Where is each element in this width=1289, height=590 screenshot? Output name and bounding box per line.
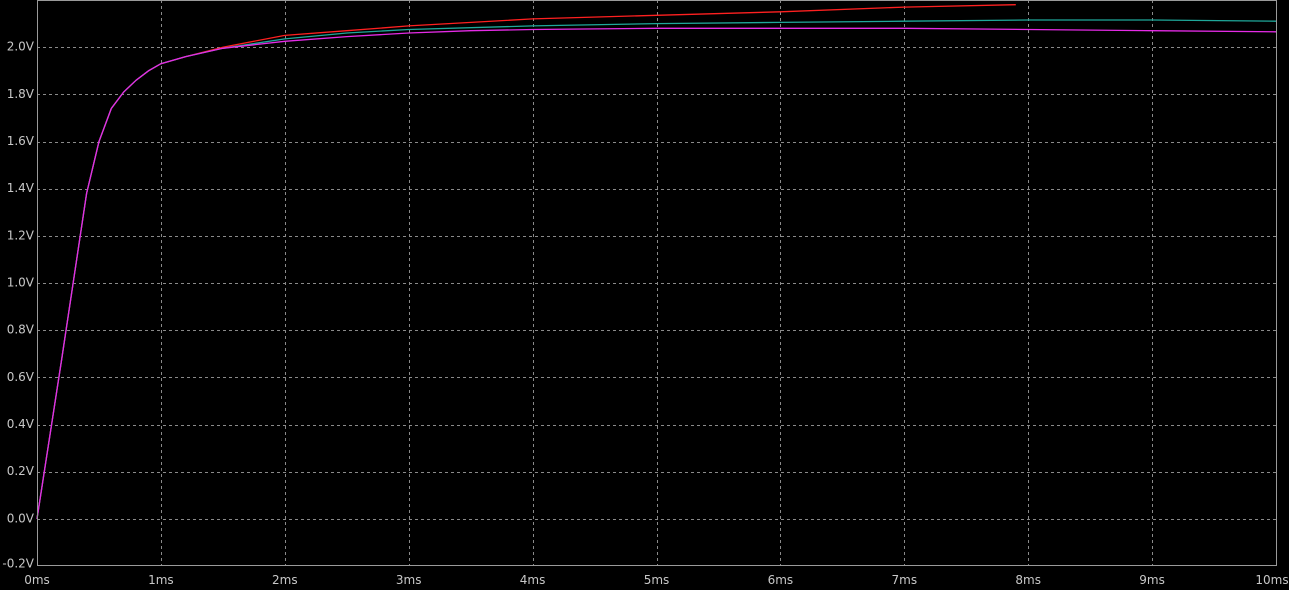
y-tick-label: 1.2V <box>7 228 35 242</box>
x-tick-label: 7ms <box>892 573 918 587</box>
y-tick-label: -0.2V <box>2 557 34 571</box>
grid-layer <box>37 0 1276 566</box>
x-tick-label: 8ms <box>1015 573 1041 587</box>
trace-1[interactable] <box>36 4 1016 519</box>
x-tick-label: 5ms <box>644 573 670 587</box>
y-tick-label: 0.8V <box>7 323 35 337</box>
x-tick-label: 9ms <box>1139 573 1165 587</box>
x-tick-label: 3ms <box>396 573 422 587</box>
y-tick-label: 0.6V <box>7 370 35 384</box>
x-axis-ticks: 0ms 1ms 2ms 3ms 4ms 5ms 6ms 7ms 8ms 9ms 10ms <box>24 573 1288 587</box>
y-tick-label: 1.8V <box>7 87 35 101</box>
x-tick-label: 10ms <box>1255 573 1288 587</box>
y-tick-label: 1.0V <box>7 276 35 290</box>
x-tick-label: 4ms <box>520 573 546 587</box>
y-axis-ticks: -0.2V 0.0V 0.2V 0.4V 0.6V 0.8V 1.0V 1.2V 1.4V 1.6… <box>2 40 34 571</box>
x-tick-label: 2ms <box>272 573 298 587</box>
x-tick-label: 1ms <box>148 573 174 587</box>
x-tick-label: 0ms <box>24 573 50 587</box>
plot-frame <box>37 0 1277 566</box>
trace-layer <box>36 4 1277 519</box>
trace-3[interactable] <box>36 27 1277 519</box>
y-tick-label: 1.6V <box>7 134 35 148</box>
y-tick-label: 0.2V <box>7 464 35 478</box>
y-tick-label: 1.4V <box>7 181 35 195</box>
x-tick-label: 6ms <box>768 573 794 587</box>
y-tick-label: 0.4V <box>7 417 35 431</box>
y-tick-label: 0.0V <box>7 511 35 525</box>
y-tick-label: 2.0V <box>7 40 35 54</box>
